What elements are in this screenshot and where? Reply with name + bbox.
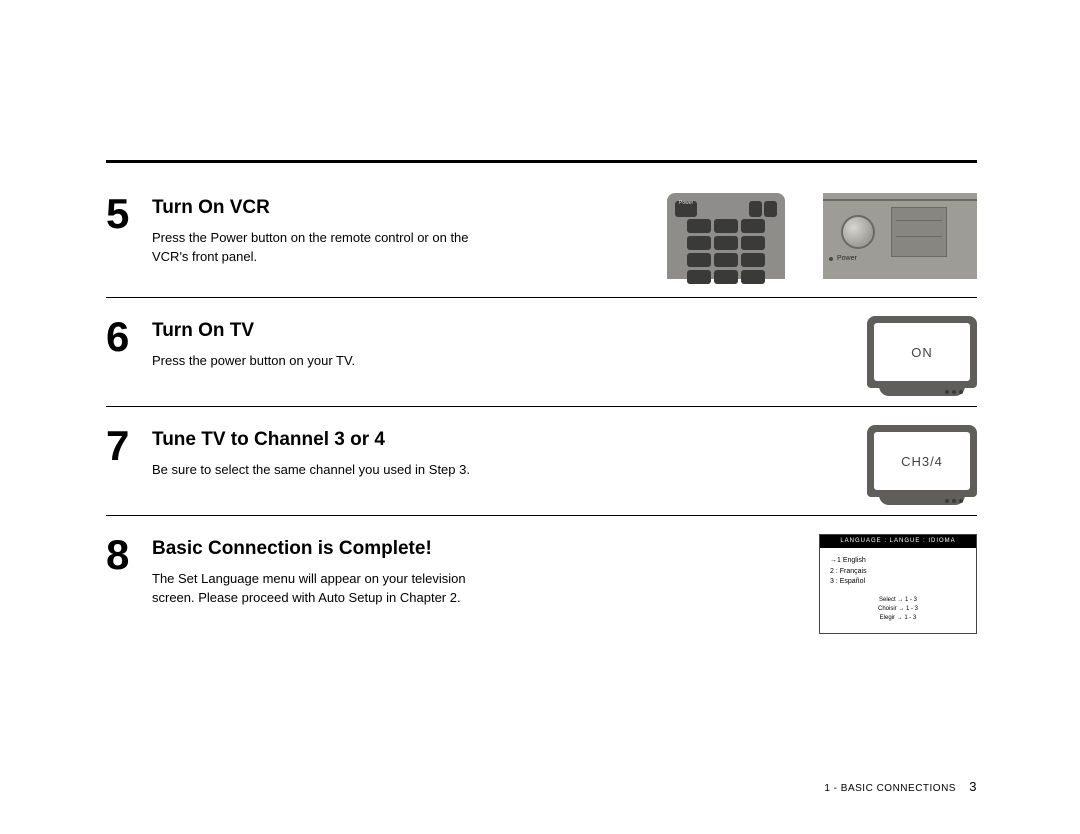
step-number: 8 (106, 534, 152, 576)
remote-control-illustration: Power (667, 193, 785, 279)
lang-foot-3: Elegir → 1 - 3 (820, 614, 976, 623)
step-6: 6 Turn On TV Press the power button on y… (106, 316, 977, 407)
step-number: 5 (106, 193, 152, 235)
step-body: Press the Power button on the remote con… (152, 229, 472, 267)
language-menu-header: LANGUAGE : LANGUE : IDIOMA (820, 535, 976, 548)
step-content: Turn On VCR Press the Power button on th… (152, 193, 655, 267)
tv-screen-text: ON (874, 323, 970, 381)
lang-option-1: →1 English (830, 556, 966, 567)
step-figures: CH3/4 (867, 425, 977, 497)
vcr-power-label: Power (837, 255, 857, 262)
manual-page: 5 Turn On VCR Press the Power button on … (106, 160, 977, 670)
remote-button-grid (687, 219, 765, 271)
step-body: Press the power button on your TV. (152, 352, 472, 371)
top-rule (106, 160, 977, 163)
step-body: Be sure to select the same channel you u… (152, 461, 472, 480)
page-footer: 1 - BASIC CONNECTIONS 3 (824, 779, 977, 794)
vcr-power-knob (841, 215, 875, 249)
step-content: Tune TV to Channel 3 or 4 Be sure to sel… (152, 425, 855, 480)
remote-power-button: Power (675, 201, 697, 217)
vcr-front-panel-illustration: Power (823, 193, 977, 279)
lang-foot-1: Select → 1 - 3 (820, 596, 976, 605)
vcr-indicator-dot (829, 257, 833, 261)
step-number: 7 (106, 425, 152, 467)
step-7: 7 Tune TV to Channel 3 or 4 Be sure to s… (106, 425, 977, 516)
remote-power-label: Power (679, 200, 693, 206)
step-5: 5 Turn On VCR Press the Power button on … (106, 193, 977, 298)
tv-illustration: ON (867, 316, 977, 388)
tv-illustration: CH3/4 (867, 425, 977, 497)
footer-section: 1 - BASIC CONNECTIONS (824, 783, 956, 794)
language-menu-list: →1 English 2 : Français 3 : Español (820, 548, 976, 592)
step-title: Tune TV to Channel 3 or 4 (152, 429, 855, 451)
step-8: 8 Basic Connection is Complete! The Set … (106, 534, 977, 652)
step-content: Turn On TV Press the power button on you… (152, 316, 855, 371)
vcr-slot (891, 207, 947, 257)
language-menu-illustration: LANGUAGE : LANGUE : IDIOMA →1 English 2 … (819, 534, 977, 634)
remote-top-buttons (749, 201, 777, 217)
step-content: Basic Connection is Complete! The Set La… (152, 534, 807, 608)
footer-page-number: 3 (969, 779, 977, 794)
lang-option-3: 3 : Español (830, 577, 966, 588)
lang-foot-2: Choisir → 1 - 3 (820, 605, 976, 614)
step-title: Turn On TV (152, 320, 855, 342)
step-body: The Set Language menu will appear on you… (152, 570, 472, 608)
language-menu-footer: Select → 1 - 3 Choisir → 1 - 3 Elegir → … (820, 592, 976, 633)
step-title: Turn On VCR (152, 197, 655, 219)
step-title: Basic Connection is Complete! (152, 538, 807, 560)
tv-screen-text: CH3/4 (874, 432, 970, 490)
step-number: 6 (106, 316, 152, 358)
step-figures: ON (867, 316, 977, 388)
step-figures: LANGUAGE : LANGUE : IDIOMA →1 English 2 … (819, 534, 977, 634)
lang-option-2: 2 : Français (830, 567, 966, 578)
step-figures: Power Power (667, 193, 977, 279)
